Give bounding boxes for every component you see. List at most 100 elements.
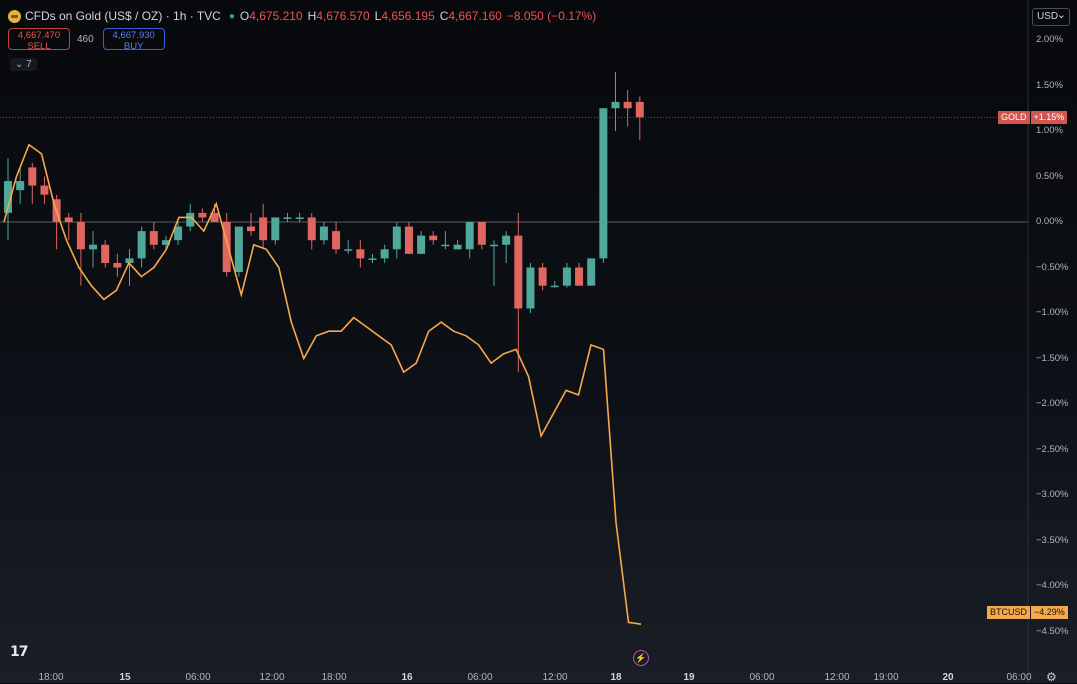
candle-body xyxy=(101,244,110,263)
gold-candle xyxy=(307,212,316,250)
candle-body xyxy=(149,231,158,245)
gold-candle xyxy=(453,240,462,250)
x-tick-label: 18 xyxy=(610,672,622,683)
candle-body xyxy=(526,267,535,309)
gold-tag-name: GOLD xyxy=(998,111,1030,124)
gold-candle xyxy=(198,208,207,222)
gold-candle xyxy=(89,231,98,268)
candle-body xyxy=(380,249,389,259)
candle-body xyxy=(599,108,608,259)
gold-candle xyxy=(441,231,450,250)
buy-price: 4,667.930 xyxy=(112,30,155,41)
open-value: 4,675.210 xyxy=(249,9,303,23)
gold-candle xyxy=(113,253,122,277)
gold-candle xyxy=(332,222,341,254)
y-tick-label: −3.00% xyxy=(1036,489,1069,500)
candle-body xyxy=(417,235,426,254)
candle-body xyxy=(198,212,207,218)
gold-candle xyxy=(550,281,559,288)
lightning-icon[interactable]: ⚡ xyxy=(633,650,649,666)
gold-candle xyxy=(259,203,268,250)
y-tick-label: −4.00% xyxy=(1036,580,1069,591)
indicators-toggle[interactable]: ⌄ 7 xyxy=(10,58,37,71)
symbol-title[interactable]: CFDs on Gold (US$ / OZ) · 1h · TVC xyxy=(25,9,221,23)
x-tick-label: 18:00 xyxy=(38,672,64,683)
candle-body xyxy=(307,217,316,241)
candle-body xyxy=(247,226,255,232)
gold-candle xyxy=(368,253,377,263)
gold-candle xyxy=(161,235,170,250)
high-label: H xyxy=(307,9,317,23)
btc-tag-name: BTCUSD xyxy=(987,606,1031,619)
sell-button[interactable]: 4,667.470 SELL xyxy=(8,28,70,52)
gold-candle xyxy=(490,240,498,286)
candle-body xyxy=(623,101,632,109)
gold-candle xyxy=(514,212,523,373)
settings-icon[interactable]: ⚙ xyxy=(1046,670,1057,684)
candle-body xyxy=(16,181,25,191)
buy-button[interactable]: 4,667.930 BUY xyxy=(102,28,165,52)
candle-body xyxy=(186,212,195,227)
candle-body xyxy=(210,212,219,222)
x-tick-label: 12:00 xyxy=(259,672,285,683)
gold-candle xyxy=(76,212,85,286)
y-tick-label: −3.50% xyxy=(1036,534,1069,546)
y-tick-label: −1.50% xyxy=(1036,352,1069,364)
x-tick-label: 12:00 xyxy=(824,672,850,683)
btc-tag-pct: −4.29% xyxy=(1031,606,1068,619)
gold-candle xyxy=(64,212,73,241)
candle-body xyxy=(89,244,98,250)
candle-body xyxy=(404,226,413,254)
gold-symbol-icon xyxy=(8,9,21,23)
y-tick-label: −1.00% xyxy=(1036,307,1069,318)
gold-candle xyxy=(101,240,110,268)
gold-candle xyxy=(429,231,438,245)
x-tick-label: 06:00 xyxy=(749,672,775,683)
candle-body xyxy=(64,217,73,222)
close-value: 4,667.160 xyxy=(448,9,502,23)
close-label: C xyxy=(439,9,449,23)
gold-candle xyxy=(635,96,644,141)
gold-candle xyxy=(344,240,353,254)
gold-candle xyxy=(575,262,584,286)
gold-candle xyxy=(16,167,25,204)
candle-body xyxy=(635,101,644,118)
gold-candle xyxy=(623,90,632,127)
gold-candle xyxy=(417,231,426,254)
candle-body xyxy=(587,258,596,286)
candle-body xyxy=(234,226,243,273)
gold-candle xyxy=(477,222,486,250)
gold-candle xyxy=(587,258,596,286)
candle-body xyxy=(125,258,134,263)
y-tick-label: −2.00% xyxy=(1036,398,1069,409)
candle-body xyxy=(137,231,146,259)
tradingview-logo-icon[interactable]: 17 xyxy=(10,644,29,660)
buy-label: BUY xyxy=(123,41,144,52)
gold-candle xyxy=(380,244,389,263)
candle-body xyxy=(465,222,474,250)
y-tick-label: −4.50% xyxy=(1036,625,1069,637)
x-tick-label: 06:00 xyxy=(467,672,493,683)
gold-candle xyxy=(247,212,255,236)
candle-body xyxy=(295,217,304,219)
candle-body xyxy=(76,222,85,250)
gold-candle xyxy=(4,158,12,241)
gold-candle xyxy=(174,222,183,245)
gold-candle xyxy=(562,262,571,288)
gold-candle xyxy=(538,262,547,291)
candle-body xyxy=(283,217,292,219)
currency-select[interactable]: USD xyxy=(1032,8,1070,26)
gold-price-tag: GOLD +1.15% xyxy=(998,111,1068,124)
y-tick-label: 0.50% xyxy=(1036,170,1063,182)
sell-price: 4,667.470 xyxy=(17,30,61,41)
gold-candle xyxy=(222,212,231,277)
candle-body xyxy=(40,185,49,195)
y-tick-label: 1.00% xyxy=(1036,125,1063,136)
candle-body xyxy=(453,244,462,250)
spread-value: 460 xyxy=(77,33,94,45)
gold-candle xyxy=(125,249,134,286)
x-tick-label: 19:00 xyxy=(873,672,899,683)
y-tick-label: −0.50% xyxy=(1036,261,1069,273)
symbol-header: CFDs on Gold (US$ / OZ) · 1h · TVC ● O 4,… xyxy=(8,9,601,23)
